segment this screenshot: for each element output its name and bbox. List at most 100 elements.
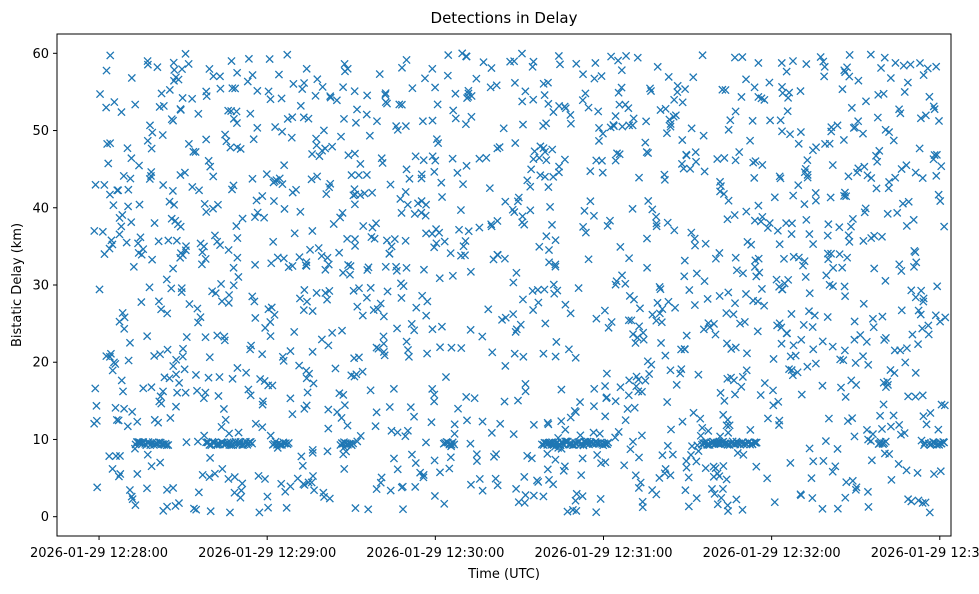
- data-point: [128, 495, 137, 504]
- data-point: [232, 107, 241, 116]
- data-point: [543, 418, 552, 427]
- data-point: [701, 464, 710, 473]
- data-point: [178, 352, 187, 361]
- data-point: [544, 99, 553, 108]
- data-point: [308, 448, 317, 457]
- data-point: [663, 441, 672, 450]
- data-point: [554, 162, 564, 171]
- data-point: [677, 365, 686, 374]
- data-point: [840, 346, 849, 355]
- data-point: [131, 100, 140, 109]
- data-point: [243, 77, 252, 86]
- data-point: [748, 116, 757, 125]
- data-point: [746, 425, 755, 434]
- data-point: [497, 315, 507, 324]
- data-point: [198, 248, 207, 257]
- data-point: [682, 463, 691, 472]
- data-point: [224, 298, 233, 307]
- data-point: [418, 291, 427, 300]
- data-point: [106, 51, 115, 60]
- data-point: [304, 114, 313, 123]
- data-point: [129, 262, 138, 271]
- data-point: [337, 413, 346, 422]
- data-point: [772, 275, 781, 284]
- data-point: [221, 415, 230, 424]
- data-point: [523, 451, 532, 460]
- data-point: [893, 208, 902, 217]
- data-point: [851, 123, 860, 132]
- data-point: [602, 369, 611, 378]
- data-point: [636, 478, 645, 487]
- data-point: [628, 330, 638, 339]
- data-point: [509, 310, 518, 319]
- data-point: [437, 192, 447, 202]
- data-point: [147, 144, 156, 153]
- data-point: [914, 306, 923, 315]
- data-point: [329, 219, 338, 229]
- data-point: [351, 118, 360, 127]
- data-point: [264, 305, 273, 314]
- data-point: [785, 130, 795, 139]
- data-point: [262, 170, 271, 179]
- data-point: [717, 493, 726, 503]
- data-point: [589, 402, 599, 411]
- data-point: [255, 508, 264, 517]
- data-point: [825, 280, 834, 289]
- data-point: [836, 355, 845, 364]
- data-point: [732, 495, 741, 504]
- data-point: [551, 352, 560, 361]
- data-point: [293, 474, 302, 483]
- data-point: [393, 428, 402, 437]
- data-point: [313, 75, 322, 84]
- data-point: [510, 78, 519, 87]
- data-point: [628, 204, 637, 213]
- data-point: [628, 121, 637, 130]
- data-point: [324, 405, 333, 414]
- data-point: [663, 398, 672, 407]
- data-point: [560, 462, 569, 471]
- data-point: [176, 170, 185, 180]
- data-point: [479, 58, 488, 67]
- data-point: [520, 220, 529, 229]
- data-point: [919, 297, 928, 306]
- data-point: [700, 167, 709, 176]
- x-axis: 2026-01-29 12:28:00 2026-01-29 12:29:00 20…: [30, 536, 979, 561]
- data-point: [224, 245, 233, 255]
- data-point: [616, 242, 625, 251]
- data-point: [709, 319, 719, 328]
- data-point: [870, 264, 879, 273]
- data-point: [711, 464, 720, 473]
- data-point: [315, 152, 324, 161]
- data-point: [680, 256, 689, 265]
- data-point: [450, 429, 459, 438]
- data-point: [263, 492, 272, 501]
- data-point: [576, 431, 585, 440]
- data-point: [308, 306, 317, 316]
- data-point: [206, 453, 215, 462]
- data-point: [462, 52, 471, 61]
- data-point: [653, 298, 662, 307]
- data-point: [737, 382, 746, 391]
- data-point: [621, 416, 630, 425]
- data-point: [402, 165, 411, 174]
- data-point: [925, 92, 934, 101]
- data-point: [614, 88, 623, 97]
- data-point: [440, 237, 449, 246]
- data-point: [295, 294, 305, 303]
- data-point: [819, 57, 828, 66]
- data-point: [886, 73, 895, 83]
- data-point: [464, 227, 473, 236]
- data-point: [250, 213, 260, 222]
- data-point: [936, 196, 945, 206]
- data-point: [678, 135, 687, 145]
- data-point: [919, 412, 928, 421]
- data-point: [819, 456, 828, 465]
- data-point: [877, 424, 887, 433]
- data-point: [512, 268, 521, 277]
- data-point: [722, 339, 731, 348]
- data-point: [797, 335, 806, 344]
- data-point: [906, 60, 915, 69]
- data-point: [644, 196, 653, 206]
- data-point: [808, 322, 817, 332]
- data-point: [194, 318, 203, 327]
